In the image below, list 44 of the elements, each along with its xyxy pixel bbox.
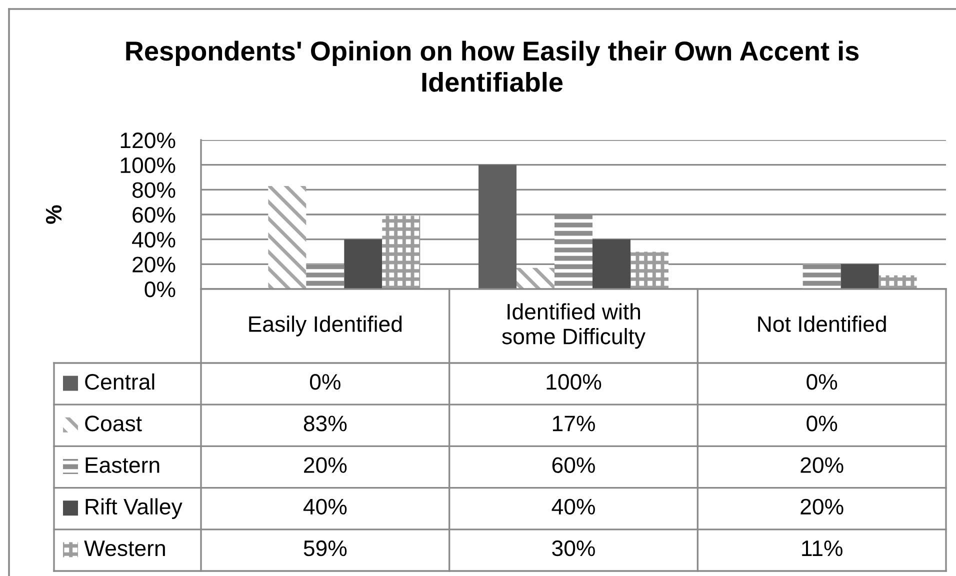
x-tick-label: Identified with some Difficulty <box>502 303 646 349</box>
bar <box>630 252 668 289</box>
x-tick-label: Not Identified <box>758 316 886 332</box>
bar <box>306 264 344 289</box>
data-label: 83% <box>304 416 347 432</box>
y-tick-label: 120% <box>120 132 176 148</box>
bar <box>554 214 592 289</box>
bar <box>516 268 554 289</box>
legend-label: Coast <box>85 416 142 432</box>
bar <box>382 216 420 289</box>
chart-title: Respondents' Opinion on how Easily their Own Accent is Identifiable <box>126 40 859 92</box>
bar <box>478 164 517 289</box>
y-tick-label: 60% <box>132 207 176 223</box>
y-tick-label: 40% <box>132 232 176 248</box>
legend-label: Western <box>84 540 165 556</box>
data-label: 0% <box>806 416 838 432</box>
bar <box>592 239 630 289</box>
data-label: 40% <box>552 498 595 515</box>
data-label: 40% <box>303 498 347 515</box>
data-label: 11% <box>802 540 842 556</box>
data-label: 100% <box>546 374 602 390</box>
bar <box>802 264 841 289</box>
y-tick-label: 100% <box>120 157 176 174</box>
legend-label: Rift Valley <box>86 498 182 519</box>
data-label: 60% <box>552 457 595 473</box>
data-label: 0% <box>310 374 340 390</box>
bar <box>840 264 879 289</box>
y-tick-label: 0% <box>144 282 176 298</box>
data-label: 0% <box>806 374 838 390</box>
legend-label: Eastern <box>86 457 160 473</box>
data-label: 30% <box>552 540 595 556</box>
y-tick-label: 80% <box>132 182 176 198</box>
x-tick-label: Easily Identified <box>249 316 402 336</box>
data-label: 20% <box>800 457 844 473</box>
data-label: 20% <box>304 457 347 473</box>
legend-label: Central <box>85 373 154 390</box>
data-label: 59% <box>304 540 347 556</box>
data-label: 17% <box>552 416 595 432</box>
y-axis-title: % <box>46 205 62 224</box>
bar <box>344 239 382 289</box>
y-tick-label: 20% <box>132 256 176 272</box>
data-label: 20% <box>800 498 844 515</box>
bar <box>878 275 917 289</box>
bar <box>268 186 306 289</box>
